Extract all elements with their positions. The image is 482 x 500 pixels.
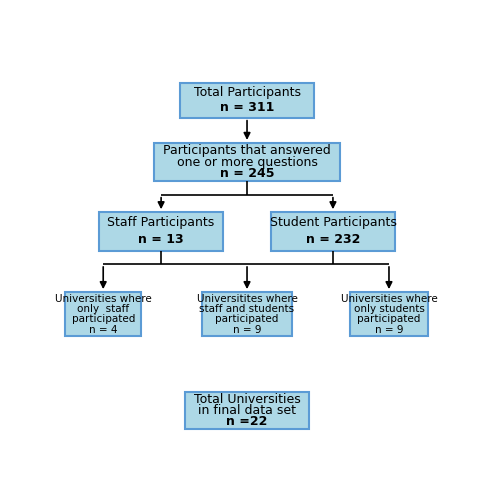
Text: Universities where: Universities where xyxy=(341,294,437,304)
Text: n =22: n =22 xyxy=(227,415,268,428)
Text: Student Participants: Student Participants xyxy=(269,216,396,230)
FancyBboxPatch shape xyxy=(65,292,142,336)
Text: only students: only students xyxy=(353,304,425,314)
Text: staff and students: staff and students xyxy=(200,304,295,314)
Text: Universities where: Universities where xyxy=(55,294,151,304)
Text: n = 232: n = 232 xyxy=(306,233,360,246)
Text: n = 245: n = 245 xyxy=(220,167,274,180)
Text: n = 4: n = 4 xyxy=(89,324,118,334)
Text: Total Universities: Total Universities xyxy=(194,393,300,406)
FancyBboxPatch shape xyxy=(202,292,292,336)
Text: n = 311: n = 311 xyxy=(220,102,274,114)
Text: n = 9: n = 9 xyxy=(233,324,261,334)
FancyBboxPatch shape xyxy=(186,392,308,428)
Text: Total Participants: Total Participants xyxy=(194,86,300,100)
Text: Staff Participants: Staff Participants xyxy=(107,216,215,230)
FancyBboxPatch shape xyxy=(271,212,395,250)
Text: n = 13: n = 13 xyxy=(138,233,184,246)
FancyBboxPatch shape xyxy=(350,292,428,336)
FancyBboxPatch shape xyxy=(99,212,223,250)
FancyBboxPatch shape xyxy=(180,83,314,117)
Text: one or more questions: one or more questions xyxy=(176,156,318,168)
Text: participated: participated xyxy=(215,314,279,324)
Text: n = 9: n = 9 xyxy=(375,324,403,334)
Text: Universitites where: Universitites where xyxy=(197,294,297,304)
Text: participated: participated xyxy=(357,314,421,324)
FancyBboxPatch shape xyxy=(154,143,340,182)
Text: in final data set: in final data set xyxy=(198,404,296,417)
Text: Participants that answered: Participants that answered xyxy=(163,144,331,157)
Text: only  staff: only staff xyxy=(77,304,129,314)
Text: participated: participated xyxy=(71,314,135,324)
